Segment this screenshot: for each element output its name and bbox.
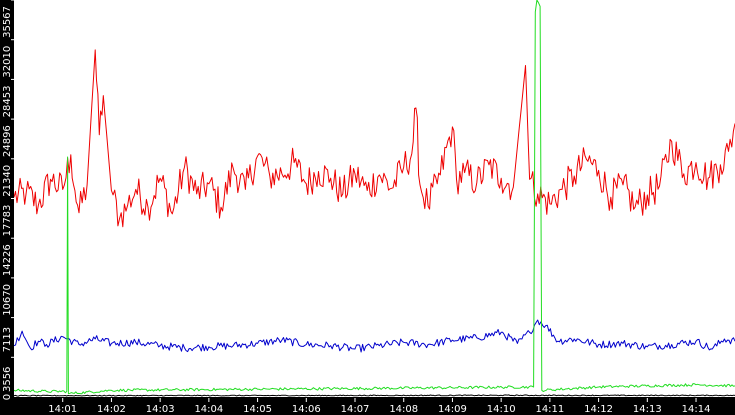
x-tick-label: 14:01 bbox=[48, 404, 77, 415]
y-tick-label: 32010 bbox=[2, 46, 13, 78]
series-line-3 bbox=[13, 394, 735, 397]
x-tick-label: 14:13 bbox=[633, 404, 662, 415]
y-tick-label: 3556 bbox=[2, 367, 13, 392]
y-tick-label: 10670 bbox=[2, 284, 13, 316]
series-line-0 bbox=[13, 49, 735, 228]
x-tick-label: 14:04 bbox=[194, 404, 223, 415]
x-axis-strip bbox=[0, 398, 735, 415]
y-tick-label: 35567 bbox=[2, 6, 13, 38]
x-tick-label: 14:02 bbox=[97, 404, 126, 415]
x-tick-label: 14:07 bbox=[341, 404, 370, 415]
y-tick-label: 14226 bbox=[2, 244, 13, 276]
x-tick-label: 14:12 bbox=[584, 404, 613, 415]
y-tick-label: 7113 bbox=[2, 327, 13, 352]
y-tick-label: 24896 bbox=[2, 125, 13, 157]
x-tick-label: 14:08 bbox=[389, 404, 418, 415]
series-layer bbox=[13, 0, 735, 397]
y-axis-strip bbox=[0, 0, 14, 415]
series-line-2 bbox=[13, 0, 735, 395]
x-tick-label: 14:11 bbox=[535, 404, 564, 415]
y-tick-label-zero: 0 bbox=[2, 394, 13, 400]
x-tick-label: 14:09 bbox=[438, 404, 467, 415]
x-tick-label: 14:10 bbox=[487, 404, 516, 415]
y-tick-label: 21340 bbox=[2, 165, 13, 197]
y-tick-label: 28453 bbox=[2, 86, 13, 118]
x-tick-label: 14:14 bbox=[682, 404, 711, 415]
x-tick-label: 14:05 bbox=[243, 404, 272, 415]
x-tick-label: 14:06 bbox=[292, 404, 321, 415]
series-line-1 bbox=[13, 319, 735, 353]
x-tick-label: 14:03 bbox=[146, 404, 175, 415]
y-tick-label: 17783 bbox=[2, 205, 13, 237]
